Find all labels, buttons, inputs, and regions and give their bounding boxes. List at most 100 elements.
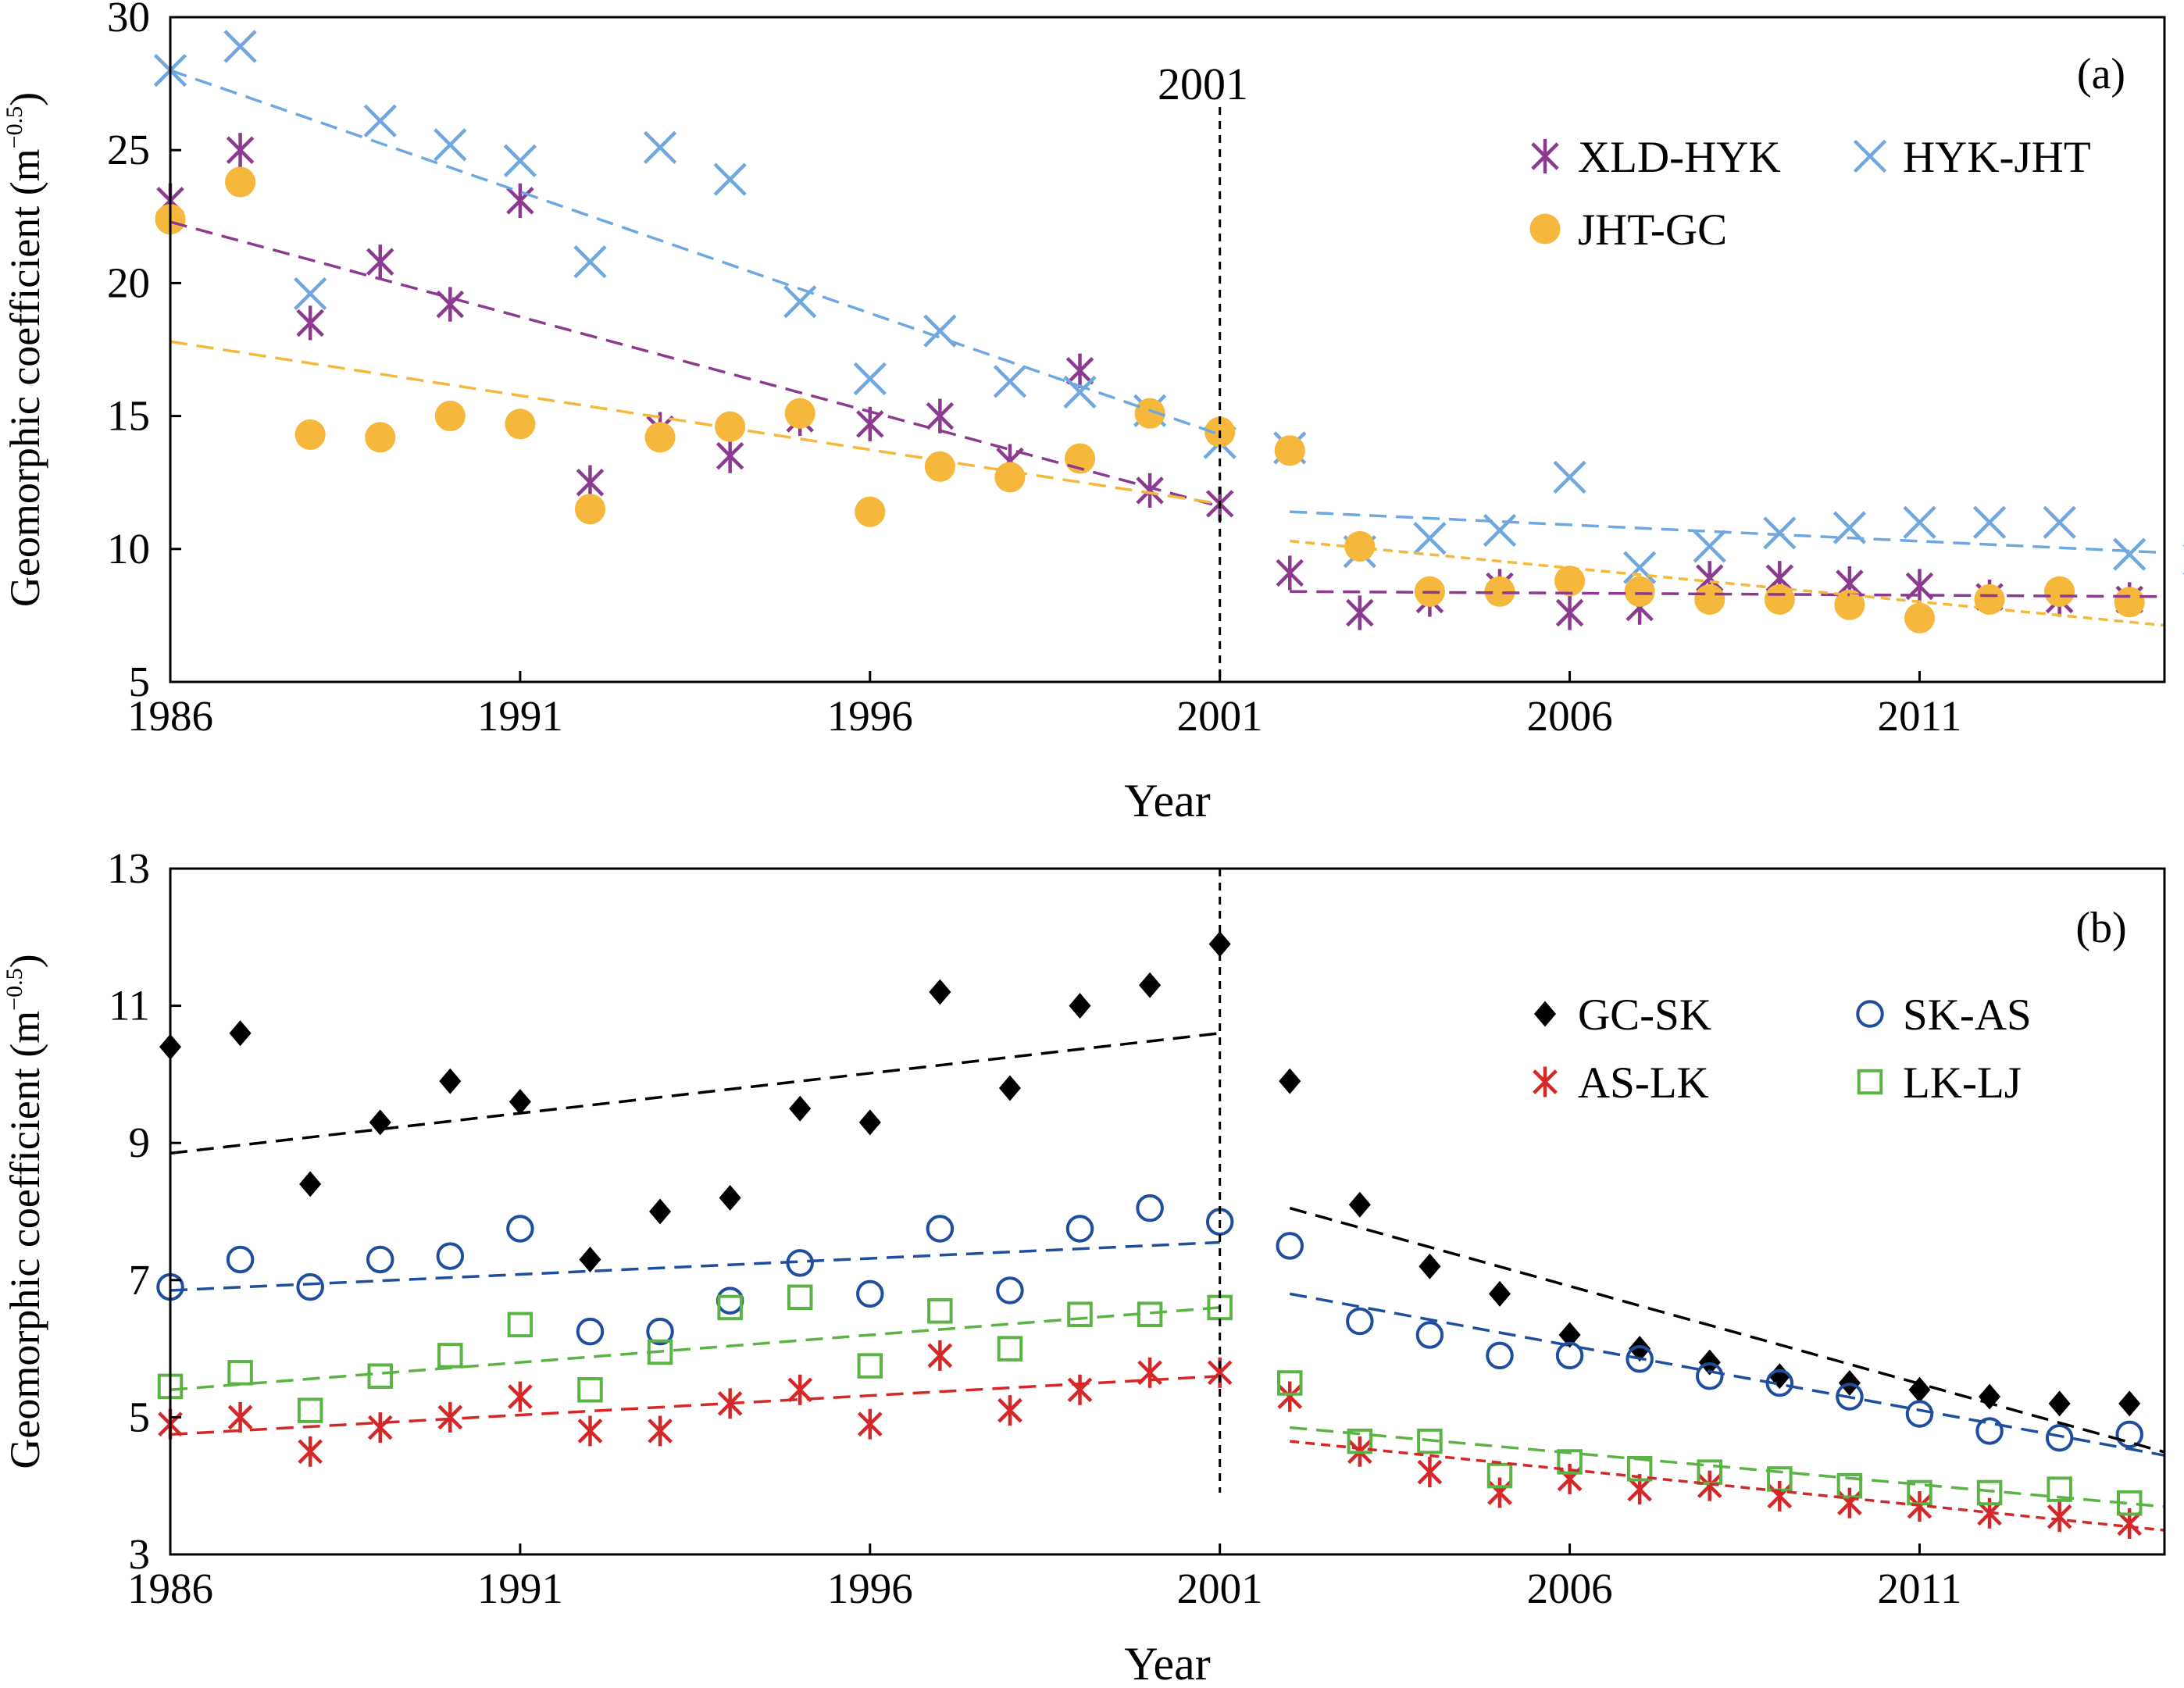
panel-b-point	[1697, 1470, 1722, 1501]
panel-a-point	[1483, 513, 1517, 548]
panel-b-point	[2048, 1390, 2071, 1417]
panel-a-point	[1136, 473, 1164, 509]
panel-b-point	[997, 1395, 1022, 1426]
panel-b-point	[646, 1317, 674, 1346]
panel-a-point	[2043, 505, 2076, 539]
panel-b-point	[787, 1374, 813, 1405]
panel-a-point	[365, 422, 396, 453]
panel-b-trend-LK-LJ-post	[1290, 1426, 2165, 1508]
panel-b-point	[1348, 1191, 1371, 1218]
panel-b-point	[366, 1245, 394, 1274]
panel-a-point	[926, 398, 955, 434]
panel-b-point	[297, 1397, 323, 1423]
panel-b-trend-lines	[170, 1031, 2165, 1532]
panel-b-point	[1629, 1336, 1651, 1362]
panel-a-point	[223, 30, 257, 63]
panel-b-point	[1137, 1301, 1163, 1327]
panel-b-point	[2045, 1423, 2074, 1452]
panel-b-point	[2047, 1476, 2072, 1502]
panel-b-trend-AS-LK-pre	[170, 1374, 1220, 1436]
panel-a-x-tick-label: 2006	[1527, 692, 1613, 740]
panel-b-point	[649, 1198, 672, 1225]
panel-b-point	[1488, 1280, 1511, 1307]
panel-b-trend-GC-SK-post	[1289, 1206, 2165, 1454]
panel-b-point	[1277, 1370, 1303, 1396]
panel-b-point	[577, 1377, 603, 1403]
panel-b-trend-SK-AS-pre	[170, 1240, 1220, 1292]
panel-a-point	[1904, 602, 1936, 633]
panel-b-point	[856, 1279, 884, 1308]
panel-b-point	[1486, 1462, 1513, 1489]
panel-a-point	[226, 133, 255, 168]
panel-a-point	[574, 494, 606, 525]
panel-a-y-tick-label: 25	[107, 126, 150, 173]
panel-a-point	[1413, 522, 1447, 555]
panel-a-point	[1624, 576, 1655, 607]
panel-b-point	[998, 1075, 1021, 1101]
panel-b-point	[648, 1415, 673, 1447]
panel-b-point	[576, 1317, 605, 1346]
panel-a-point	[784, 398, 815, 429]
panel-b-legend-label-LK-LJ: LK-LJ	[1903, 1058, 2022, 1108]
panel-a-point	[924, 451, 955, 482]
panel-b-point	[787, 1284, 813, 1310]
panel-b-point	[2115, 1420, 2143, 1449]
panel-a-point	[2044, 576, 2075, 607]
panel-b-point	[1069, 993, 1091, 1019]
panel-b-point	[439, 1068, 462, 1094]
panel-a-point	[1623, 551, 1657, 584]
panel-a-trend-JHT-GC-pre	[170, 340, 1220, 505]
panel-b-point	[1767, 1480, 1793, 1511]
panel-b-point	[1695, 1361, 1724, 1390]
panel-b-point	[437, 1343, 463, 1369]
panel-a-point	[644, 422, 676, 453]
panel-a-x-tick-label: 1986	[127, 692, 213, 740]
panel-b-point	[1487, 1477, 1512, 1508]
panel-b-x-tick-label: 1986	[127, 1565, 213, 1612]
panel-b-point	[1277, 1381, 1303, 1412]
panel-b-point	[508, 1381, 533, 1412]
panel-b-point	[719, 1184, 741, 1211]
panel-a-point	[225, 166, 256, 198]
panel-a-point	[1693, 530, 1726, 563]
panel-b-legend-label-SK-AS: SK-AS	[1903, 990, 2032, 1040]
panel-b-point	[926, 1215, 955, 1243]
panel-a-point	[783, 285, 817, 319]
panel-b-y-tick-label: 9	[129, 1119, 151, 1166]
panel-a-plot-frame	[169, 16, 2166, 683]
panel-a-point	[363, 104, 397, 137]
panel-b-y-tick-label: 7	[129, 1256, 151, 1304]
panel-b-point	[1347, 1428, 1373, 1454]
panel-a-series-HYK-JHT	[153, 30, 2184, 584]
panel-a-point	[434, 128, 467, 162]
panel-a-legend-marker-JHT-GC	[1529, 213, 1561, 244]
panel-a-x-axis-title: Year	[1124, 775, 1211, 826]
panel-b-point	[296, 1272, 324, 1301]
panel-a-point	[294, 419, 326, 450]
panel-a-ylabel-main: Geomorphic coefficient (m	[2, 148, 48, 607]
panel-b-point	[507, 1312, 534, 1338]
panel-b-point	[229, 1020, 252, 1047]
panel-a-trend-HYK-JHT-pre	[170, 69, 1221, 437]
panel-a-trend-JHT-GC-post	[1290, 539, 2165, 627]
panel-a-point	[1274, 435, 1305, 466]
panel-b-point	[369, 1109, 391, 1136]
panel-a-x-tick-label: 2001	[1177, 692, 1263, 740]
panel-b-x-tick-label: 1991	[477, 1565, 563, 1612]
panel-a-point	[1694, 583, 1725, 616]
panel-b-point	[436, 1242, 465, 1270]
panel-b-point	[577, 1415, 603, 1447]
panel-a-point	[434, 401, 466, 432]
panel-b-point	[858, 1109, 881, 1136]
panel-a-legend-marker-XLD-HYK	[1531, 138, 1559, 174]
panel-b-legend-label-GC-SK: GC-SK	[1578, 990, 1711, 1040]
panel-a-point	[436, 287, 465, 322]
panel-a-point	[853, 362, 887, 396]
panel-b-point	[927, 1298, 953, 1324]
panel-b-tick-labels: 1986 1991 1996 2001 2006 2011 3 5 7 9 11 13	[107, 844, 1961, 1612]
panel-b-point	[1415, 1321, 1444, 1349]
panel-a-label: (a)	[2077, 50, 2125, 98]
panel-a-y-tick-label: 30	[107, 0, 150, 41]
panel-a-tick-marks	[169, 16, 1921, 683]
